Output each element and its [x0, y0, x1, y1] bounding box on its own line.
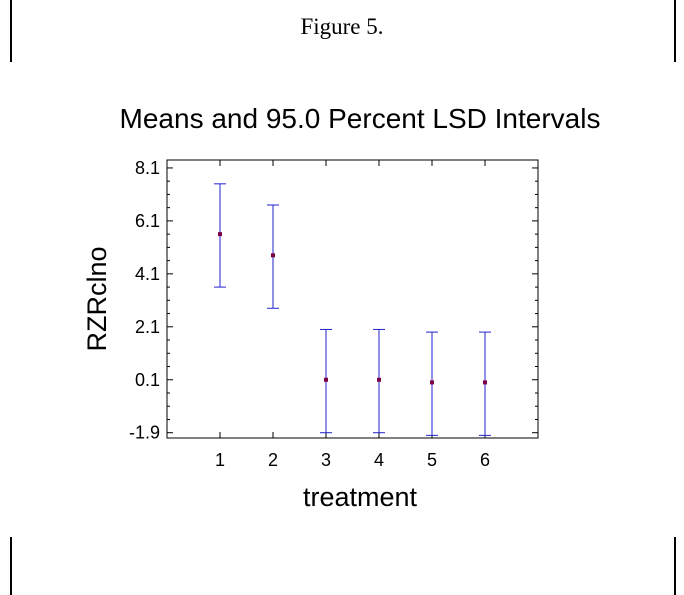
- x-tick-label-3: 4: [374, 450, 384, 470]
- mean-point-2: [271, 253, 275, 258]
- page-border-left-bottom: [10, 537, 12, 595]
- mean-point-4: [377, 377, 381, 382]
- x-tick-label-4: 5: [427, 450, 437, 470]
- page-border-right-bottom: [674, 537, 676, 595]
- axis-ticks: 8.1 6.1 4.1 2.1 0.1 -1.9 1 2 3 4 5 6: [129, 158, 538, 470]
- y-tick-label-0: 8.1: [135, 158, 160, 178]
- page-border-right-top: [674, 0, 676, 62]
- x-tick-label-5: 6: [480, 450, 490, 470]
- x-tick-label-0: 1: [215, 450, 225, 470]
- x-tick-label-2: 3: [321, 450, 331, 470]
- x-axis-label: treatment: [303, 482, 418, 512]
- y-axis-label: RZRclno: [82, 246, 112, 351]
- mean-point-5: [430, 380, 434, 385]
- y-tick-label-5: -1.9: [129, 423, 160, 443]
- page-border-left-top: [10, 0, 12, 62]
- x-tick-label-1: 2: [268, 450, 278, 470]
- y-tick-label-4: 0.1: [135, 370, 160, 390]
- data-marks: [214, 183, 491, 436]
- plot-frame: [166, 159, 539, 439]
- mean-point-3: [324, 377, 328, 382]
- y-tick-label-2: 4.1: [135, 264, 160, 284]
- mean-point-6: [483, 380, 487, 385]
- figure-caption: Figure 5.: [300, 14, 384, 39]
- y-tick-label-1: 6.1: [135, 211, 160, 231]
- mean-point-1: [218, 232, 222, 237]
- chart-title: Means and 95.0 Percent LSD Intervals: [120, 103, 601, 134]
- y-tick-label-3: 2.1: [135, 317, 160, 337]
